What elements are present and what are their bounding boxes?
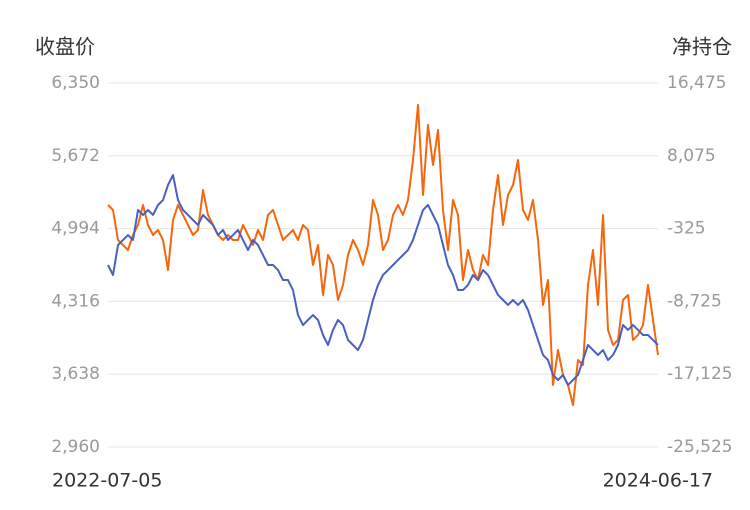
y-tick-label: 6,350: [51, 73, 100, 93]
y-tick-label: 5,672: [51, 146, 100, 166]
y2-tick-label: 16,475: [667, 73, 726, 93]
y-tick-label: 4,994: [51, 219, 100, 239]
y2-tick-label: 8,075: [667, 146, 716, 166]
x-tick-label: 2024-06-17: [603, 470, 713, 492]
y-tick-label: 3,638: [51, 364, 100, 384]
series-line: [107, 104, 659, 406]
y2-axis-title: 净持仓: [672, 35, 732, 59]
y2-tick-label: -17,125: [667, 364, 733, 384]
x-tick-label: 2022-07-05: [52, 470, 162, 492]
series-line: [107, 174, 659, 387]
y2-tick-label: -8,725: [667, 291, 722, 311]
y-tick-label: 2,960: [51, 437, 100, 457]
y2-tick-label: -25,525: [667, 437, 733, 457]
y-axis-title: 收盘价: [35, 35, 95, 59]
y2-tick-label: -325: [667, 219, 706, 239]
y-tick-label: 4,316: [51, 291, 100, 311]
